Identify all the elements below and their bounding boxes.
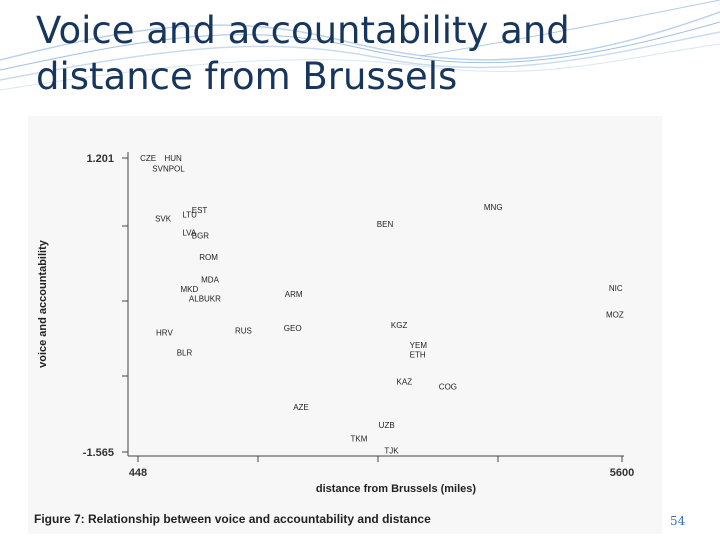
point-label: TKM [351,435,368,444]
point-label: SVK [155,215,172,224]
y-tick-label: -1.565 [83,447,114,459]
point-label: ARM [285,290,303,299]
point-label: MOZ [606,310,624,319]
point-label: LVA [182,229,197,238]
point-label: UZB [379,421,395,430]
figure-panel: 1.201 -1.565 448 5600 CZE HUN SVNPOL EST LTU SVK… [28,116,662,534]
point-label: LTU [182,210,197,219]
point-label: HUN [164,154,182,163]
chart-axes [122,152,624,462]
slide-title-line-2: distance from Brussels [36,55,458,98]
point-label: AZE [293,403,309,412]
figure-caption: Figure 7: Relationship between voice and… [34,512,431,526]
point-label: ROM [199,253,218,262]
point-label: GEO [284,324,302,333]
point-label: ALBUKR [189,294,221,303]
page-number: 54 [670,514,686,528]
point-label: MDA [201,275,219,284]
slide-title: Voice and accountability and distance fr… [36,8,676,100]
x-tick-label: 448 [129,467,147,479]
point-label: RUS [235,326,252,335]
slide-title-line-1: Voice and accountability and [36,9,570,52]
point-label: KGZ [391,321,408,330]
point-label: KAZ [397,377,413,386]
title-swoosh-decoration [0,0,720,91]
chart-tick-labels: 1.201 -1.565 448 5600 [83,153,634,479]
point-label: MKD [180,285,198,294]
point-label: EST [192,206,208,215]
point-label: HRV [156,328,173,337]
point-label: COG [439,383,457,392]
point-label: BGR [192,232,210,241]
y-tick-label: 1.201 [86,153,114,165]
point-label: BLR [177,349,193,358]
x-axis-label: distance from Brussels (miles) [316,483,477,495]
point-label: NIC [609,284,623,293]
point-label: CZE [140,154,156,163]
point-label: ETH [410,351,426,360]
point-label: BEN [377,220,394,229]
y-axis-label: voice and accountability [37,239,49,368]
point-label: YEM [410,341,428,350]
point-label: MNG [484,203,503,212]
point-label: TJK [384,446,399,455]
x-tick-label: 5600 [610,467,634,479]
point-label: SVNPOL [152,165,185,174]
